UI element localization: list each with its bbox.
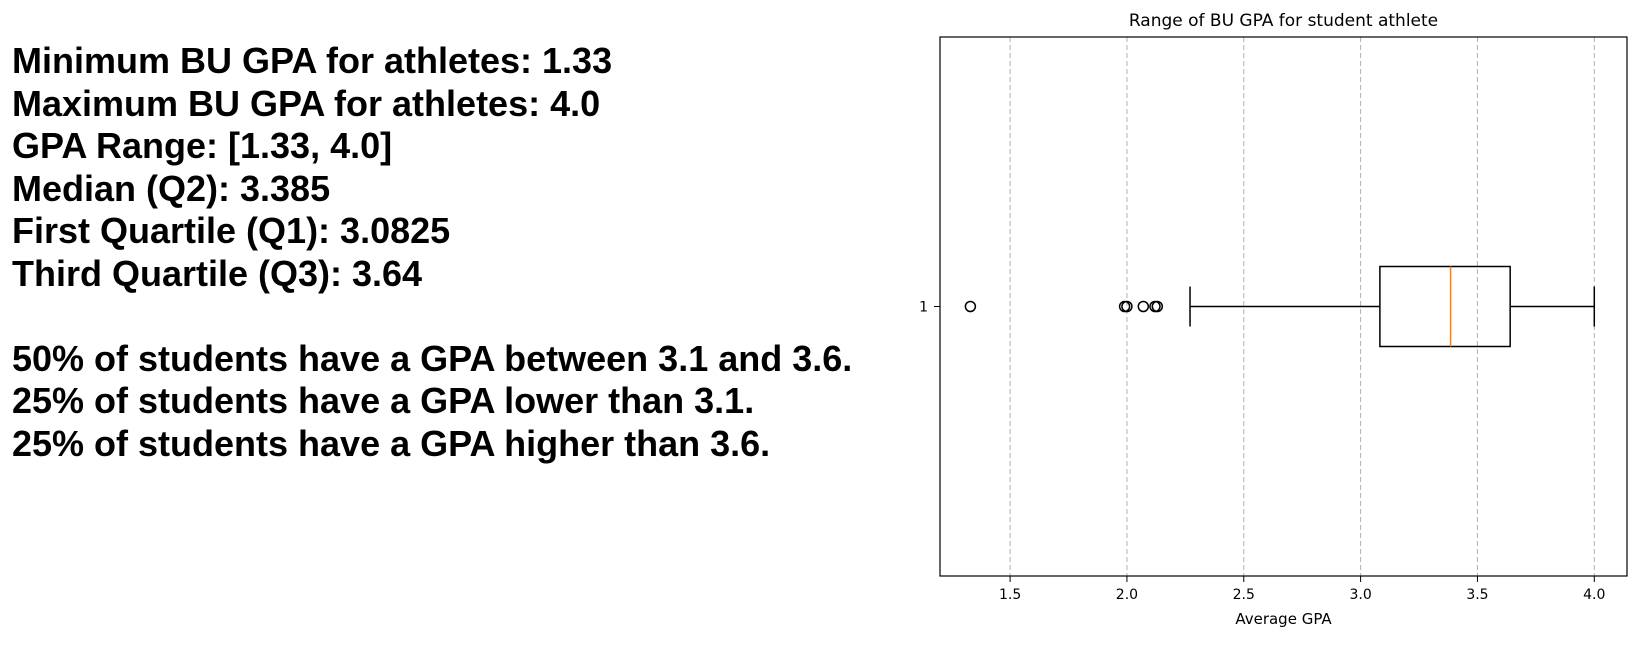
- outlier-point: [1137, 300, 1150, 313]
- outlier-point: [1121, 300, 1133, 313]
- iqr-box: [1379, 265, 1511, 348]
- x-tick-label: 2.5: [1233, 587, 1255, 603]
- x-tick-label: 3.5: [1466, 587, 1488, 603]
- summary-line: Minimum BU GPA for athletes: 1.33: [12, 40, 613, 81]
- y-tick-label: 1: [919, 300, 928, 316]
- summary-line: Median (Q2): 3.385: [12, 167, 331, 209]
- outlier-point: [1149, 300, 1161, 313]
- chart-title: Range of BU GPA for student athlete: [1129, 11, 1438, 31]
- summary-note: 50% of students have a GPA between 3.1 a…: [12, 337, 853, 379]
- summary-line: Maximum BU GPA for athletes: 4.0: [12, 82, 601, 124]
- summary-note: 25% of students have a GPA higher than 3…: [12, 422, 771, 464]
- summary-text: Minimum BU GPA for athletes: 1.33 Maximum…: [12, 40, 912, 465]
- x-axis-label: Average GPA: [1235, 610, 1332, 628]
- summary-stats: Minimum BU GPA for athletes: 1.33 Maximum…: [12, 40, 912, 295]
- summary-line: Third Quartile (Q3): 3.64: [12, 252, 423, 294]
- x-tick-label: 3.0: [1349, 587, 1371, 603]
- x-tick-label: 2.0: [1116, 587, 1138, 603]
- x-tick-label: 1.5: [999, 587, 1021, 603]
- summary-line: GPA Range: [1.33, 4.0]: [12, 125, 393, 166]
- summary-line: First Quartile (Q1): 3.0825: [12, 210, 451, 251]
- outlier-point: [1151, 300, 1164, 313]
- summary-note: 25% of students have a GPA lower than 3.…: [12, 380, 755, 421]
- x-tick-label: 4.0: [1583, 587, 1605, 603]
- outlier-point: [1118, 300, 1131, 313]
- outlier-point: [964, 300, 977, 313]
- summary-notes: 50% of students have a GPA between 3.1 a…: [12, 338, 912, 466]
